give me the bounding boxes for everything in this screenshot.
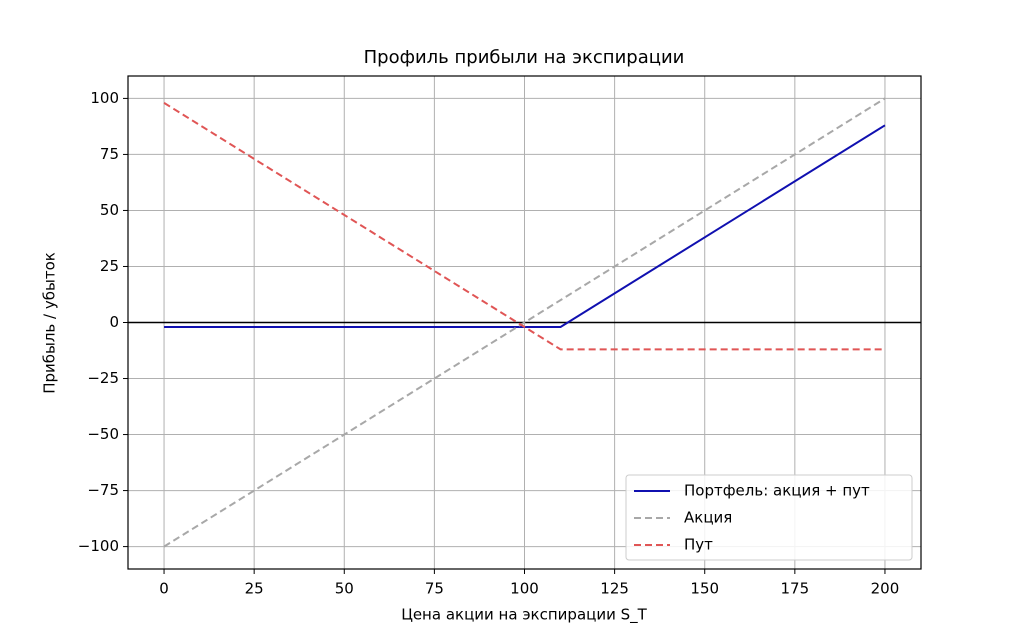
plot-frame — [127, 75, 922, 570]
y-tick-label: 100 — [90, 89, 119, 107]
legend-box — [625, 474, 913, 561]
series-line — [164, 124, 886, 328]
x-tick-label: 50 — [335, 580, 354, 598]
legend-label: Акция — [684, 509, 732, 527]
series-line — [163, 97, 886, 548]
legend: Портфель: акция + пут Акция Пут — [625, 474, 913, 561]
x-tick-label: 175 — [781, 580, 810, 598]
series-line — [163, 102, 885, 351]
y-tick-label: 50 — [100, 201, 119, 219]
x-tick-label: 25 — [245, 580, 264, 598]
y-tick-label: −50 — [87, 425, 119, 443]
legend-label: Пут — [684, 536, 713, 554]
x-tick-label: 200 — [871, 580, 900, 598]
x-tick-label: 0 — [159, 580, 169, 598]
y-tick-label: −100 — [78, 537, 119, 555]
legend-label: Портфель: акция + пут — [684, 482, 870, 500]
y-tick-label: 25 — [100, 257, 119, 275]
x-tick-label: 100 — [510, 580, 539, 598]
chart-title: Профиль прибыли на экспирации — [364, 47, 685, 68]
y-tick-label: 0 — [109, 313, 119, 331]
x-tick-label: 75 — [425, 580, 444, 598]
y-tick-label: −75 — [87, 481, 119, 499]
y-tick-label: −25 — [87, 369, 119, 387]
x-axis-label: Цена акции на экспирации S_T — [401, 606, 647, 625]
y-axis-label: Прибыль / убыток — [41, 252, 59, 394]
y-tick-label: 75 — [100, 145, 119, 163]
x-tick-label: 125 — [600, 580, 629, 598]
x-tick-label: 150 — [690, 580, 719, 598]
